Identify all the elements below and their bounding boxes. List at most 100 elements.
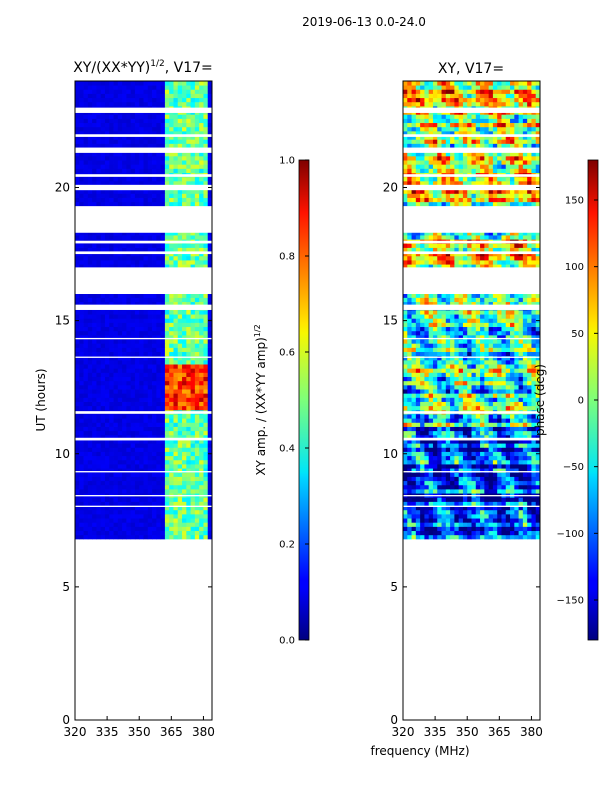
heatmap-cell (450, 406, 455, 411)
heatmap-cell (92, 497, 97, 502)
heatmap-cell (454, 377, 459, 382)
heatmap-cell (484, 385, 489, 390)
heatmap-cell (148, 531, 153, 536)
heatmap-cell (437, 393, 442, 398)
heatmap-cell (131, 322, 136, 327)
heatmap-cell (412, 526, 417, 531)
heatmap-cell (416, 377, 421, 382)
heatmap-cell (105, 443, 110, 448)
heatmap-cell (122, 427, 127, 432)
heatmap-cell (519, 368, 524, 373)
heatmap-cell (186, 364, 191, 369)
heatmap-cell (96, 322, 101, 327)
heatmap-cell (131, 443, 136, 448)
flagged-row (75, 438, 212, 441)
heatmap-cell (523, 501, 528, 506)
heatmap-cell (92, 123, 97, 128)
heatmap-cell (199, 168, 204, 173)
heatmap-cell (118, 481, 123, 486)
heatmap-cell (182, 327, 187, 332)
heatmap-cell (118, 243, 123, 248)
heatmap-cell (79, 143, 84, 148)
heatmap-cell (442, 406, 447, 411)
heatmap-cell (92, 414, 97, 419)
heatmap-cell (161, 143, 166, 148)
x-tick-label: 380 (192, 725, 215, 739)
heatmap-cell (105, 464, 110, 469)
heatmap-cell (126, 85, 131, 90)
heatmap-cell (173, 531, 178, 536)
heatmap-cell (75, 477, 80, 482)
heatmap-cell (156, 93, 161, 98)
heatmap-cell (165, 397, 170, 402)
heatmap-cell (403, 431, 408, 436)
heatmap-cell (101, 98, 106, 103)
heatmap-cell (446, 472, 451, 477)
heatmap-cell (96, 331, 101, 336)
heatmap-cell (96, 481, 101, 486)
heatmap-cell (178, 393, 183, 398)
heatmap-cell (493, 460, 498, 465)
heatmap-cell (510, 381, 515, 386)
heatmap-cell (501, 535, 506, 540)
heatmap-cell (156, 485, 161, 490)
heatmap-cell (178, 364, 183, 369)
heatmap-cell (420, 456, 425, 461)
heatmap-cell (114, 364, 119, 369)
heatmap-cell (165, 422, 170, 427)
heatmap-cell (114, 243, 119, 248)
heatmap-cell (467, 472, 472, 477)
heatmap-cell (412, 422, 417, 427)
heatmap-cell (463, 531, 468, 536)
heatmap-cell (79, 343, 84, 348)
heatmap-cell (433, 447, 438, 452)
heatmap-cell (199, 114, 204, 119)
heatmap-cell (467, 406, 472, 411)
heatmap-cell (459, 522, 464, 527)
heatmap-cell (92, 143, 97, 148)
heatmap-cell (467, 431, 472, 436)
heatmap-cell (480, 460, 485, 465)
heatmap-cell (161, 381, 166, 386)
heatmap-cell (126, 522, 131, 527)
heatmap-cell (96, 501, 101, 506)
heatmap-cell (433, 514, 438, 519)
heatmap-cell (144, 368, 149, 373)
heatmap-cell (480, 456, 485, 461)
heatmap-cell (156, 456, 161, 461)
heatmap-cell (403, 518, 408, 523)
heatmap-cell (173, 343, 178, 348)
heatmap-cell (101, 322, 106, 327)
heatmap-cell (484, 377, 489, 382)
heatmap-cell (416, 497, 421, 502)
heatmap-cell (412, 452, 417, 457)
heatmap-cell (489, 489, 494, 494)
heatmap-cell (203, 393, 208, 398)
heatmap-cell (139, 377, 144, 382)
heatmap-cell (191, 198, 196, 203)
heatmap-cell (156, 460, 161, 465)
heatmap-cell (161, 256, 166, 261)
heatmap-cell (412, 518, 417, 523)
heatmap-cell (109, 181, 114, 186)
heatmap-cell (203, 235, 208, 240)
heatmap-cell (173, 385, 178, 390)
heatmap-cell (403, 427, 408, 432)
heatmap-cell (84, 177, 89, 182)
heatmap-cell (463, 472, 468, 477)
heatmap-cell (403, 535, 408, 540)
heatmap-cell (463, 456, 468, 461)
heatmap-cell (480, 422, 485, 427)
heatmap-cell (165, 127, 170, 132)
heatmap-cell (84, 481, 89, 486)
heatmap-cell (173, 393, 178, 398)
heatmap-cell (88, 485, 93, 490)
heatmap-cell (506, 389, 511, 394)
heatmap-cell (178, 347, 183, 352)
heatmap-cell (450, 360, 455, 365)
heatmap-cell (489, 427, 494, 432)
heatmap-cell (135, 501, 140, 506)
heatmap-cell (139, 93, 144, 98)
heatmap-cell (182, 352, 187, 357)
heatmap-cell (152, 368, 157, 373)
